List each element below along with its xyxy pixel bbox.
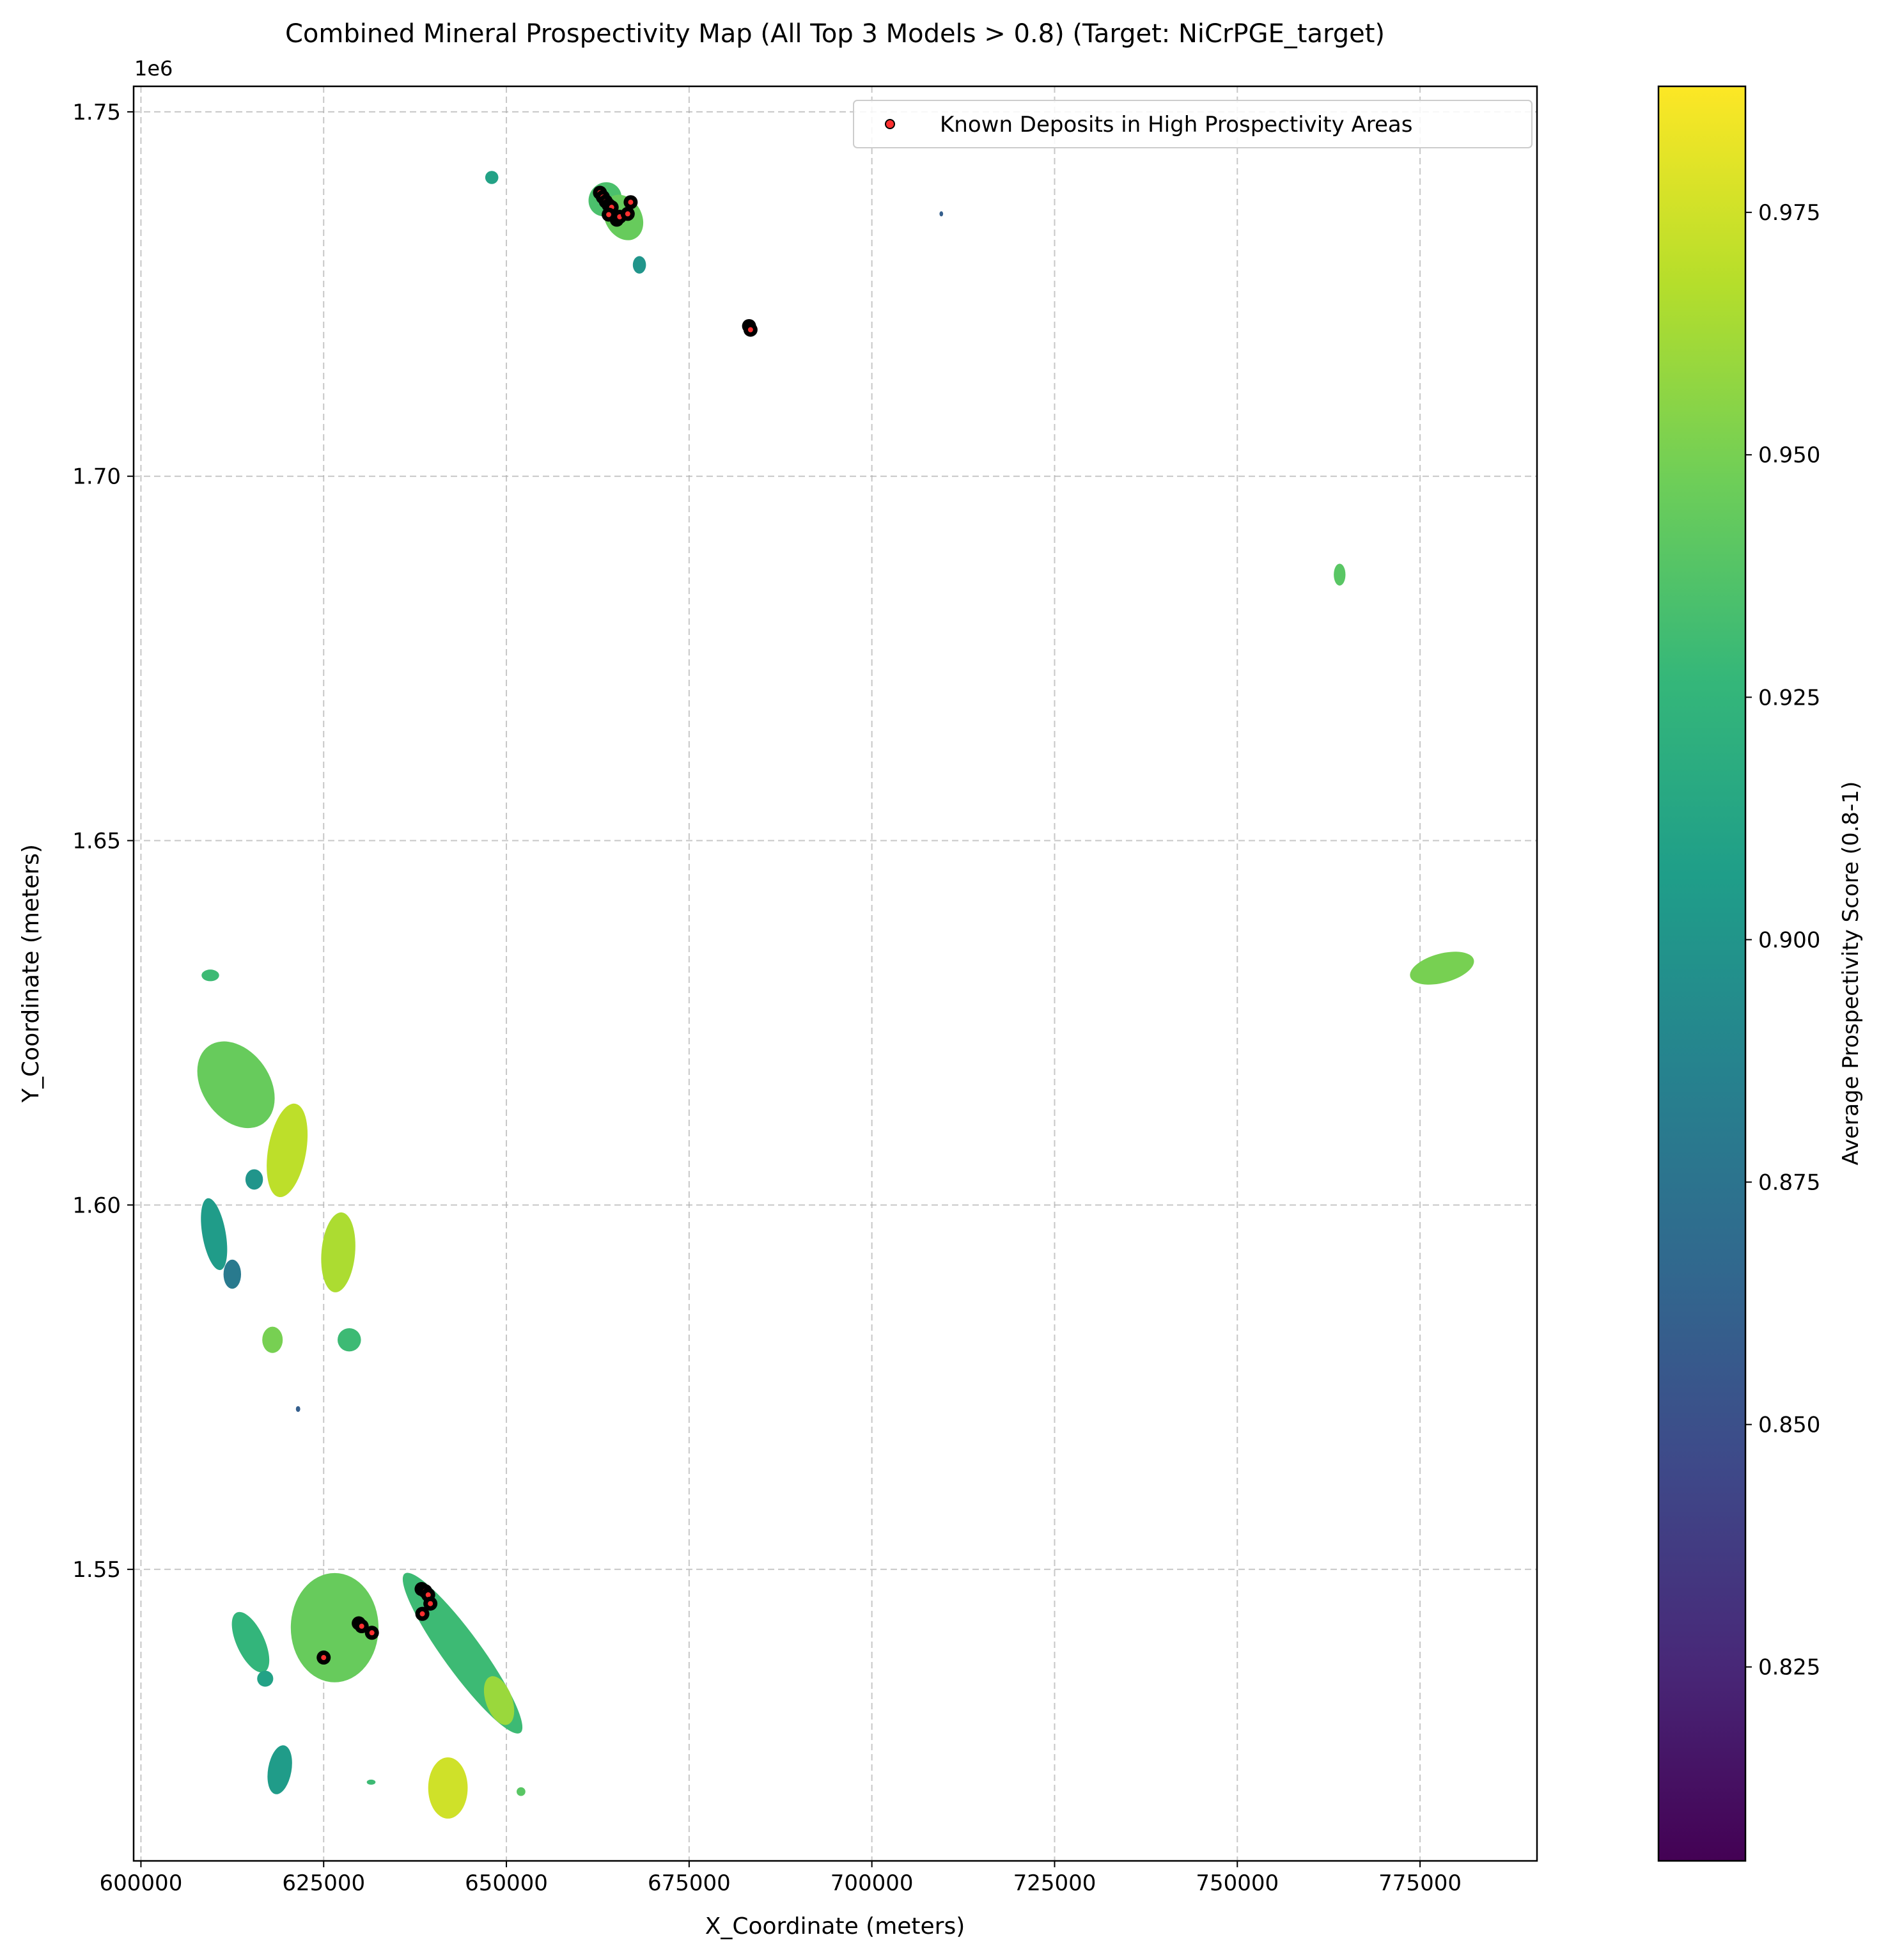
x-tick-label: 775000 xyxy=(1378,1870,1462,1896)
prospectivity-region xyxy=(402,1572,523,1734)
y-axis-ticks: 1.55 1.60 1.65 1.70 1.75 xyxy=(72,100,134,1583)
colorbar-ticks: 0.825 0.850 0.875 0.900 0.925 0.950 0.975 xyxy=(1745,200,1820,1681)
y-tick-label: 1.65 xyxy=(72,829,121,854)
prospectivity-region xyxy=(366,1779,376,1785)
deposit-point xyxy=(425,1592,431,1598)
prospectivity-region xyxy=(517,1787,526,1796)
colorbar-tick-label: 0.925 xyxy=(1758,685,1820,710)
deposit-point xyxy=(628,200,634,205)
x-tick-label: 750000 xyxy=(1196,1870,1279,1896)
prospectivity-region xyxy=(201,1198,228,1271)
prospectivity-region xyxy=(428,1757,468,1819)
prospectivity-region xyxy=(262,1326,283,1353)
colorbar-tick-label: 0.900 xyxy=(1758,927,1820,953)
colorbar xyxy=(1657,85,1747,1862)
plot-frame xyxy=(132,85,1538,1862)
x-tick-label: 600000 xyxy=(100,1870,183,1896)
prospectivity-region xyxy=(201,969,219,982)
prospectivity-region xyxy=(267,1103,308,1198)
prospectivity-region xyxy=(338,1328,361,1352)
legend: Known Deposits in High Prospectivity Are… xyxy=(853,100,1533,148)
y-tick-label: 1.60 xyxy=(72,1193,121,1218)
colorbar-tick-label: 0.975 xyxy=(1758,200,1820,226)
legend-marker xyxy=(885,119,895,129)
prospectivity-region xyxy=(939,211,944,217)
deposit-point xyxy=(359,1624,364,1629)
deposit-point xyxy=(428,1601,433,1606)
prospectivity-region xyxy=(632,256,646,274)
prospectivity-region xyxy=(231,1611,270,1673)
y-tick-label: 1.75 xyxy=(72,100,121,125)
prospectivity-region xyxy=(197,1041,275,1129)
prospectivity-region xyxy=(223,1259,242,1289)
x-tick-label: 650000 xyxy=(465,1870,548,1896)
prospectivity-regions xyxy=(197,171,1474,1819)
deposit-point xyxy=(747,327,753,333)
prospectivity-region xyxy=(485,171,499,184)
chart-title: Combined Mineral Prospectivity Map (All … xyxy=(285,19,1385,49)
x-tick-label: 725000 xyxy=(1013,1870,1096,1896)
prospectivity-region xyxy=(321,1212,355,1292)
deposit-point xyxy=(419,1611,425,1617)
prospectivity-region xyxy=(245,1169,263,1190)
deposit-point xyxy=(321,1655,327,1661)
deposit-point xyxy=(369,1630,375,1636)
x-axis-label: X_Coordinate (meters) xyxy=(705,1913,965,1940)
prospectivity-region xyxy=(290,1572,378,1682)
deposit-point xyxy=(606,212,612,217)
prospectivity-region xyxy=(295,1406,300,1412)
x-axis-ticks: 600000 625000 650000 675000 700000 725000 7500… xyxy=(100,1861,1462,1896)
prospectivity-region xyxy=(257,1670,274,1687)
y-tick-label: 1.55 xyxy=(72,1557,121,1583)
colorbar-tick-label: 0.950 xyxy=(1758,443,1820,468)
x-tick-label: 625000 xyxy=(282,1870,365,1896)
x-tick-label: 675000 xyxy=(648,1870,731,1896)
prospectivity-region xyxy=(267,1745,292,1794)
y-axis-label: Y_Coordinate (meters) xyxy=(18,844,44,1103)
legend-entry: Known Deposits in High Prospectivity Are… xyxy=(940,112,1412,137)
colorbar-label: Average Prospectivity Score (0.8-1) xyxy=(1838,781,1864,1165)
colorbar-tick-label: 0.850 xyxy=(1758,1413,1820,1438)
x-tick-label: 700000 xyxy=(831,1870,914,1896)
y-offset-label: 1e6 xyxy=(134,56,173,81)
grid xyxy=(134,86,1537,1861)
deposit-points xyxy=(316,185,758,1665)
y-tick-label: 1.70 xyxy=(72,464,121,490)
prospectivity-region xyxy=(483,1676,515,1725)
colorbar-tick-label: 0.825 xyxy=(1758,1655,1820,1681)
legend-box xyxy=(853,100,1533,148)
colorbar-tick-label: 0.875 xyxy=(1758,1170,1820,1196)
prospectivity-region xyxy=(1410,952,1474,985)
deposit-point xyxy=(625,211,630,217)
prospectivity-region xyxy=(1334,563,1346,586)
